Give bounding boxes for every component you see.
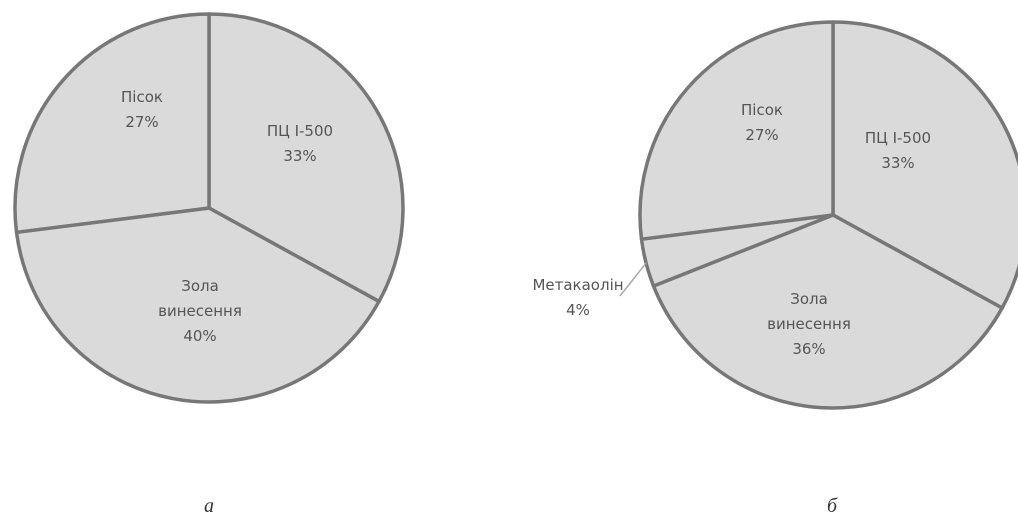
pie-0-slice-2 bbox=[13, 12, 211, 235]
pie-1-slice-0 bbox=[831, 20, 1018, 310]
pie-1-leader-line bbox=[619, 262, 647, 297]
pie-chart-b: ПЦ І-500 33% Зола винесення 36% Метакаолін 4% П… bbox=[532, 20, 1018, 410]
pie-0-slice-0 bbox=[207, 12, 405, 304]
pie-1-slice-1-label: Зола винесення 36% bbox=[767, 290, 851, 358]
pie-1-slice-2-label: Метакаолін 4% bbox=[532, 276, 623, 319]
pie-0-slice-1 bbox=[14, 206, 381, 404]
pie-0-slice-0-label: ПЦ І-500 33% bbox=[267, 122, 333, 165]
caption-b: б bbox=[827, 495, 838, 517]
pie-1-slice-1 bbox=[651, 213, 1004, 410]
caption-a: а bbox=[204, 495, 214, 517]
pie-0-slice-2-label: Пісок 27% bbox=[121, 88, 163, 131]
pie-0-slice-1-label: Зола винесення 40% bbox=[158, 277, 242, 345]
pie-1-slice-0-label: ПЦ І-500 33% bbox=[865, 129, 931, 172]
pie-chart-a: ПЦ І-500 33% Зола винесення 40% Пісок 27% bbox=[13, 12, 405, 404]
pie-1-slice-3-label: Пісок 27% bbox=[741, 101, 783, 144]
pie-1-slice-3 bbox=[638, 20, 835, 241]
